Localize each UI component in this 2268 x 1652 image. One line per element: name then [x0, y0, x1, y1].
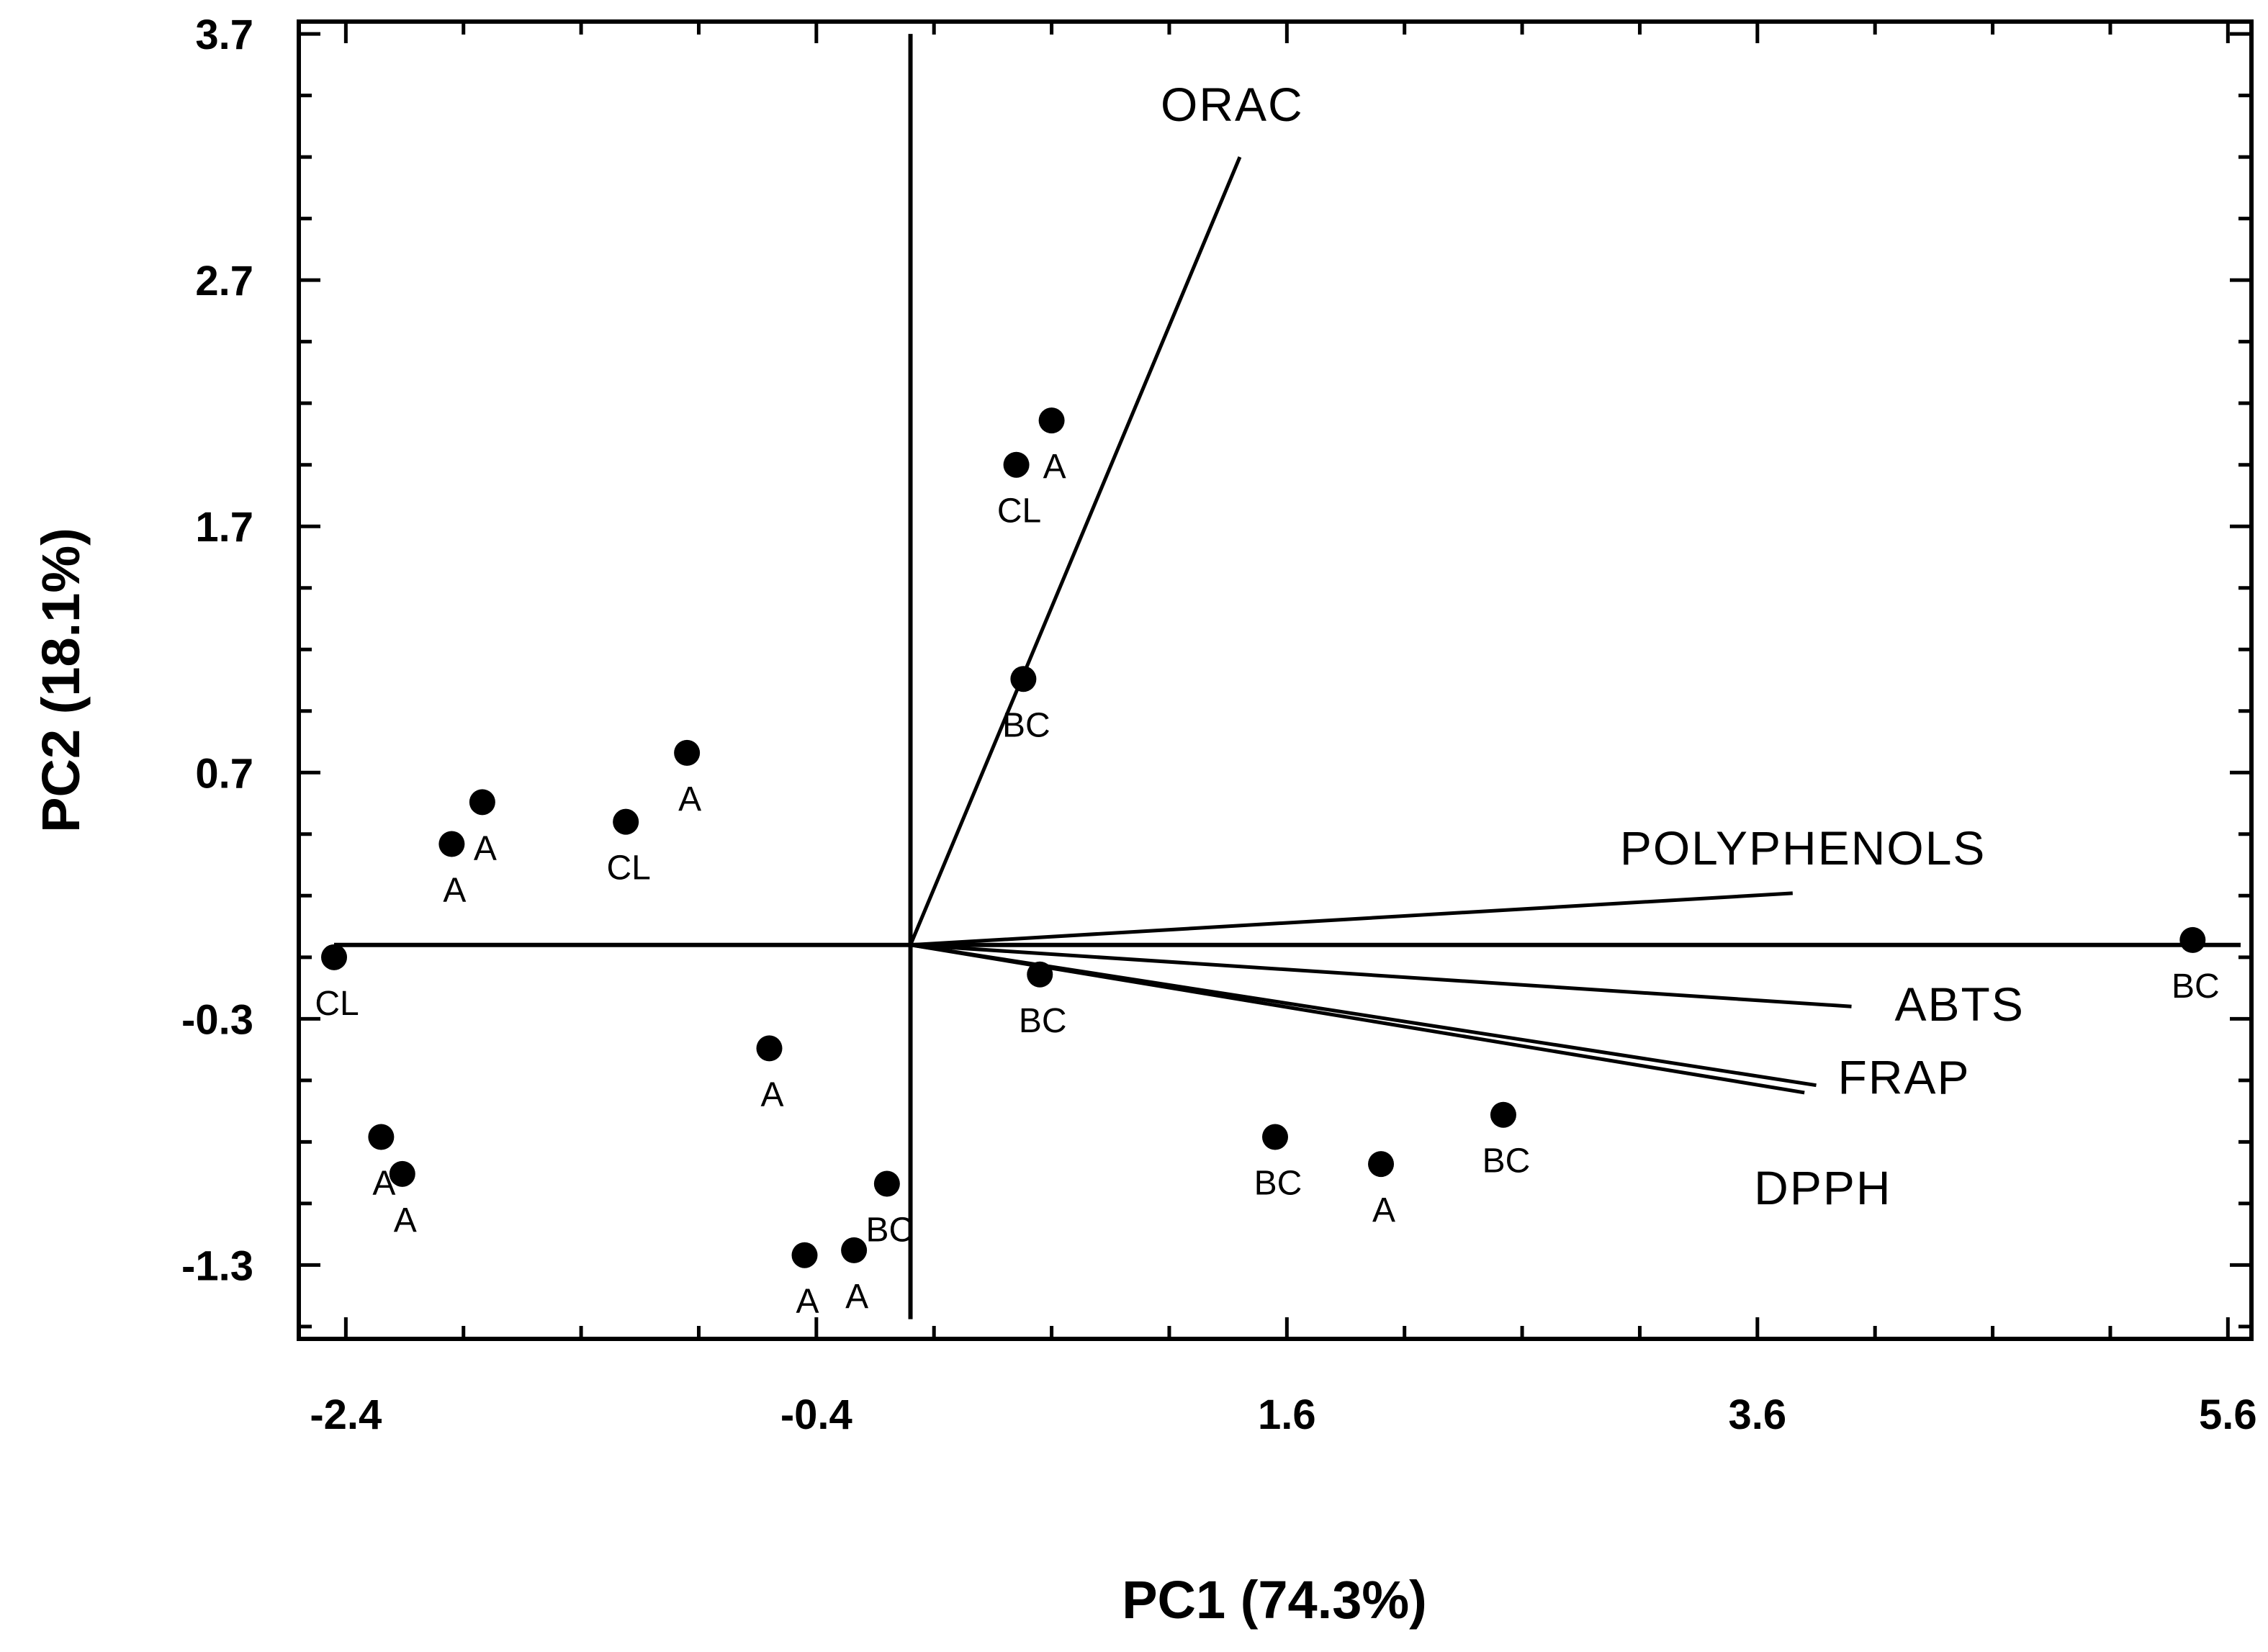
loading-vector-label: FRAP: [1838, 1051, 1971, 1104]
loading-vectors: ORAC POLYPHENOLS ABTS FRAP DPPH: [909, 78, 2025, 1214]
score-point-label: BC: [1254, 1165, 1302, 1203]
x-tick-label: -0.4: [780, 1391, 852, 1438]
score-point-label: CL: [606, 849, 650, 888]
axis-tick-labels: -2.4 -0.4 1.6 3.6 5.6 3.7 2.7 1.7 0.7 -0.3 -1.3: [181, 12, 2257, 1438]
score-point-label: A: [1372, 1191, 1395, 1229]
score-point: [873, 1170, 900, 1197]
score-point: [1038, 407, 1065, 434]
y-tick-label: 1.7: [195, 504, 253, 551]
loading-vector-label: ABTS: [1895, 978, 2025, 1031]
plot-frame: [297, 19, 2254, 1341]
x-tick-label: 3.6: [1729, 1391, 1787, 1438]
score-point-label: BC: [1482, 1142, 1531, 1181]
score-point: [1490, 1101, 1516, 1128]
score-point: [1027, 961, 1053, 988]
x-tick-label: 1.6: [1258, 1391, 1316, 1438]
score-point: [321, 944, 348, 970]
score-point: [2179, 926, 2206, 953]
score-point-label: A: [474, 829, 497, 867]
x-tick-label: 5.6: [2199, 1391, 2257, 1438]
score-point: [791, 1242, 818, 1268]
y-tick-label: 0.7: [195, 750, 253, 797]
score-point: [368, 1124, 395, 1150]
score-point-label: BC: [1002, 706, 1050, 744]
loading-vector-line: [910, 943, 1852, 1008]
x-axis-title: PC1 (74.3%): [1122, 1570, 1427, 1630]
score-point: [1003, 451, 1030, 478]
score-point: [674, 739, 701, 766]
score-point-label: A: [845, 1278, 868, 1316]
score-point: [389, 1160, 415, 1187]
score-point: [613, 808, 639, 835]
loading-vector-label: DPPH: [1754, 1161, 1891, 1214]
x-tick-label: -2.4: [310, 1391, 382, 1438]
score-point-label: CL: [997, 492, 1041, 531]
score-point: [756, 1035, 783, 1062]
score-point-label: BC: [1019, 1002, 1067, 1040]
score-point-label: BC: [866, 1211, 914, 1250]
loading-vector-line: [910, 943, 1805, 1095]
score-point-label: A: [443, 871, 466, 909]
loading-vector-label: ORAC: [1161, 78, 1304, 131]
loading-vector-label: POLYPHENOLS: [1620, 821, 1986, 875]
score-point: [1010, 666, 1037, 692]
y-tick-label: -1.3: [181, 1242, 253, 1289]
loading-vector-line: [909, 156, 1242, 946]
score-point-label: A: [678, 780, 701, 818]
loading-vector-line: [910, 891, 1793, 947]
score-point: [438, 831, 465, 857]
score-point: [469, 789, 495, 816]
y-tick-label: -0.3: [181, 996, 253, 1043]
score-point-label: A: [760, 1075, 783, 1114]
origin-axes: [334, 34, 2241, 1319]
score-point-label: BC: [2172, 967, 2220, 1006]
axis-ticks: [299, 22, 2251, 1339]
score-point-label: A: [1043, 448, 1066, 486]
score-point-label: A: [394, 1201, 417, 1240]
y-axis-title: PC2 (18.1%): [31, 528, 91, 833]
score-point: [1368, 1151, 1395, 1178]
score-point: [841, 1237, 868, 1263]
score-point: [1262, 1124, 1288, 1150]
y-tick-label: 2.7: [195, 258, 253, 304]
y-tick-label: 3.7: [195, 12, 253, 58]
score-point-label: A: [796, 1283, 819, 1321]
score-point-label: CL: [315, 985, 359, 1023]
